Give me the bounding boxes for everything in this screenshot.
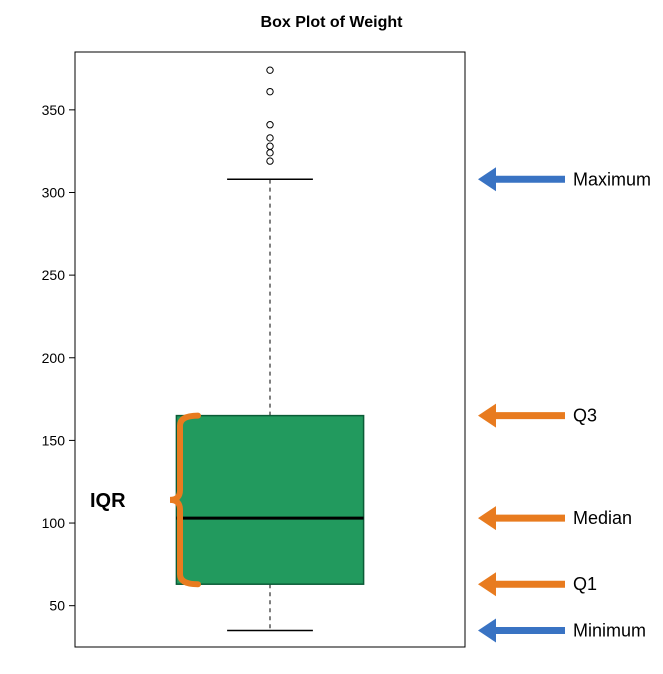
ytick-label: 200 — [42, 350, 66, 366]
ytick-label: 100 — [42, 515, 66, 531]
ytick-label: 300 — [42, 184, 66, 200]
iqr-label: IQR — [90, 490, 126, 512]
ytick-label: 350 — [42, 102, 66, 118]
q1-arrowhead — [478, 572, 496, 596]
q1-label: Q1 — [573, 574, 597, 594]
iqr-box — [176, 416, 363, 585]
maximum-arrowhead — [478, 167, 496, 191]
maximum-label: Maximum — [573, 169, 651, 189]
boxplot-svg: 50 100 150 200 250 300 350 Maximum Q3 Median Q1 Min… — [0, 32, 663, 674]
ytick-label: 250 — [42, 267, 66, 283]
chart-title: Box Plot of Weight — [0, 0, 663, 32]
median-label: Median — [573, 508, 632, 528]
q3-arrowhead — [478, 404, 496, 428]
q3-label: Q3 — [573, 406, 597, 426]
minimum-label: Minimum — [573, 620, 646, 640]
minimum-arrowhead — [478, 618, 496, 642]
median-arrowhead — [478, 506, 496, 530]
ytick-label: 50 — [49, 598, 65, 614]
ytick-label: 150 — [42, 432, 66, 448]
